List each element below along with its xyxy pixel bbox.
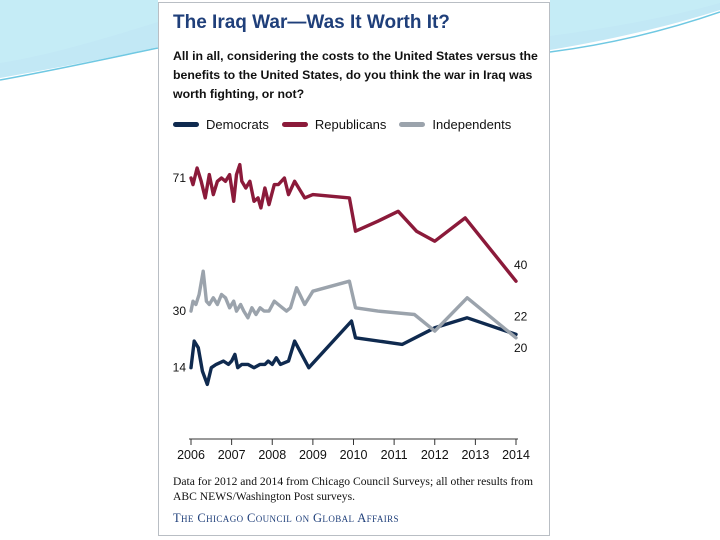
series-line-democrats [189, 316, 518, 387]
legend-item-independents: Independents [399, 117, 511, 132]
x-tick-label-2011: 2011 [381, 448, 408, 462]
x-tick-label-2013: 2013 [461, 448, 489, 462]
legend-swatch-democrats [173, 121, 199, 127]
x-tick-label-2007: 2007 [218, 448, 246, 462]
x-tick-label-2012: 2012 [421, 448, 449, 462]
annotation-start-republicans: 71 [173, 171, 187, 185]
annotation-end-independents: 20 [514, 341, 528, 355]
x-tick-label-2014: 2014 [502, 448, 530, 462]
legend-item-democrats: Democrats [173, 117, 269, 132]
legend-item-republicans: Republicans [281, 116, 387, 132]
annotation-end-democrats: 22 [514, 309, 528, 323]
swoosh-band-left-light [0, 0, 158, 63]
chart-title: The Iraq War—Was It Worth It? [173, 12, 450, 33]
footnote: Data for 2012 and 2014 from Chicago Coun… [173, 475, 533, 503]
legend-label-independents: Independents [432, 116, 512, 132]
legend-label-republicans: Republicans [314, 116, 387, 132]
legend-label-democrats: Democrats [206, 116, 269, 132]
survey-question: All in all, considering the costs to the… [173, 49, 538, 101]
swoosh-band-right-light [550, 0, 720, 36]
annotation-start-democrats: 14 [173, 361, 187, 375]
x-tick-label-2010: 2010 [340, 448, 368, 462]
source-credit: The Chicago Council on Global Affairs [173, 511, 399, 525]
legend-swatch-republicans [281, 121, 308, 127]
series-line-republicans [189, 162, 518, 283]
chart-card: The Iraq War—Was It Worth It? All in all… [158, 2, 550, 536]
swoosh-line-right [549, 11, 720, 53]
series-line-independents [189, 269, 518, 340]
annotation-start-independents: 30 [173, 304, 187, 318]
x-tick-label-2008: 2008 [258, 448, 286, 462]
x-tick-label-2009: 2009 [299, 448, 327, 462]
legend-swatch-independents [399, 121, 426, 127]
line-chart: 2006 2007 2008 2009 2010 2011 2012 2013 20147130… [173, 162, 530, 462]
chart-legend: Democrats Republicans Independents [173, 114, 545, 134]
x-tick-label-2006: 2006 [177, 448, 205, 462]
swoosh-line-left [0, 47, 159, 81]
annotation-end-republicans: 40 [514, 258, 528, 272]
